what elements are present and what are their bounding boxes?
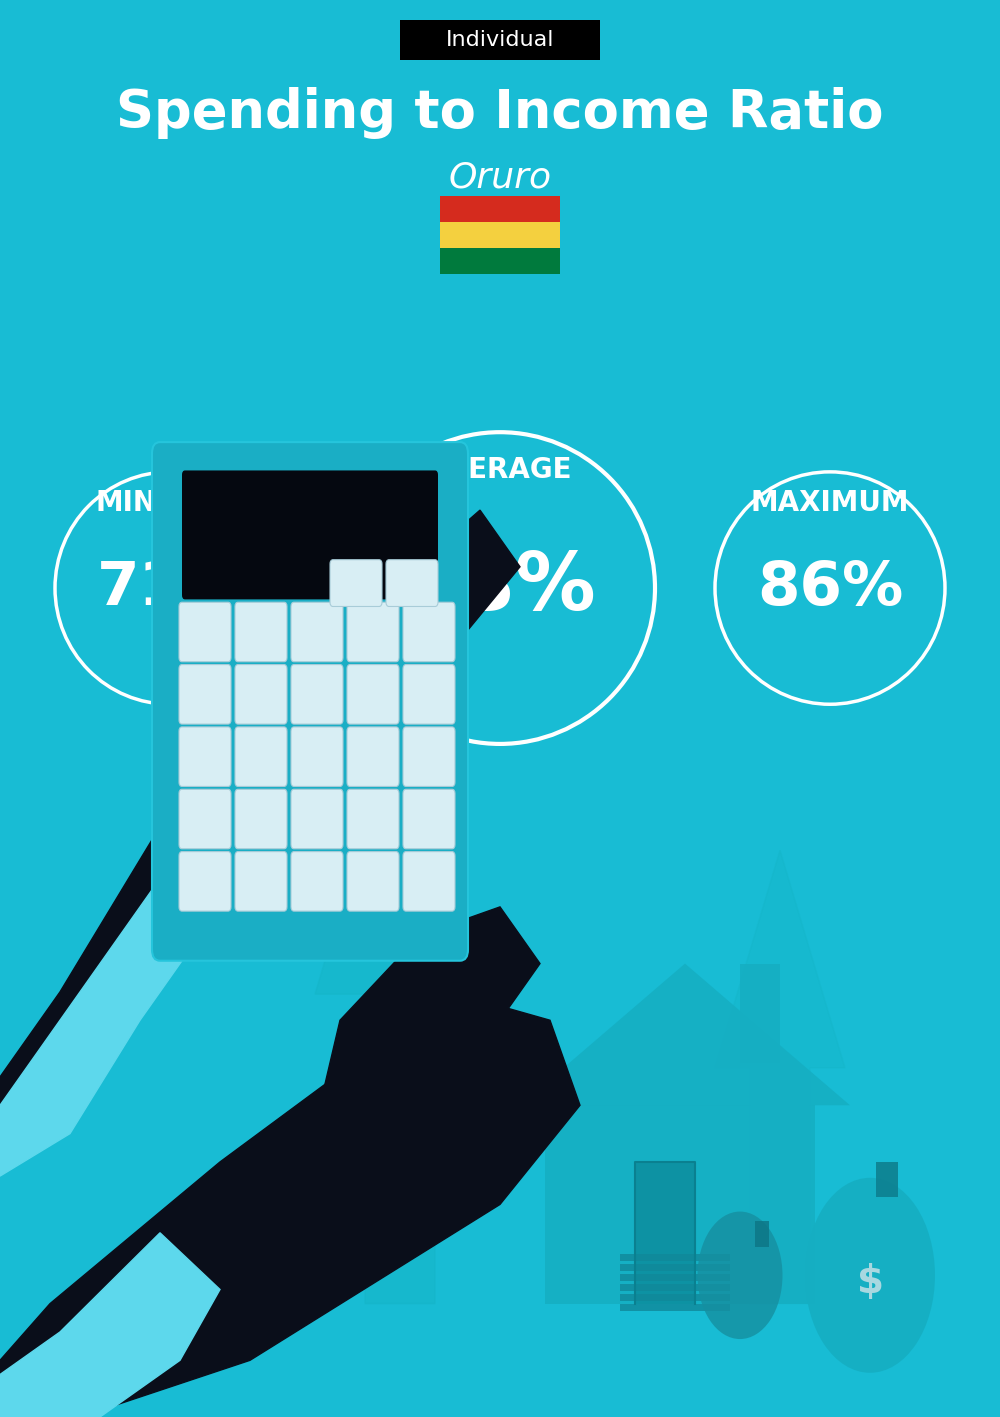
Polygon shape <box>315 708 485 1304</box>
FancyBboxPatch shape <box>620 1264 730 1271</box>
FancyBboxPatch shape <box>179 852 231 911</box>
Text: MAXIMUM: MAXIMUM <box>751 489 909 517</box>
FancyBboxPatch shape <box>182 470 438 599</box>
FancyBboxPatch shape <box>620 1254 730 1261</box>
Polygon shape <box>320 907 540 1105</box>
Polygon shape <box>0 1233 220 1417</box>
Text: Individual: Individual <box>446 30 554 50</box>
FancyBboxPatch shape <box>235 727 287 786</box>
FancyBboxPatch shape <box>876 1162 898 1197</box>
Polygon shape <box>635 1162 695 1304</box>
Text: AVERAGE: AVERAGE <box>428 456 572 485</box>
Polygon shape <box>0 992 580 1417</box>
Polygon shape <box>0 879 200 1176</box>
Ellipse shape <box>805 1178 935 1373</box>
FancyBboxPatch shape <box>291 665 343 724</box>
Text: MINIMUM: MINIMUM <box>96 489 244 517</box>
FancyBboxPatch shape <box>386 560 438 606</box>
FancyBboxPatch shape <box>291 727 343 786</box>
FancyBboxPatch shape <box>347 665 399 724</box>
FancyBboxPatch shape <box>620 1274 730 1281</box>
Polygon shape <box>715 850 845 1304</box>
Polygon shape <box>740 964 780 1063</box>
FancyBboxPatch shape <box>330 560 382 606</box>
FancyBboxPatch shape <box>152 442 468 961</box>
FancyBboxPatch shape <box>400 20 600 60</box>
FancyBboxPatch shape <box>179 602 231 662</box>
FancyBboxPatch shape <box>347 852 399 911</box>
FancyBboxPatch shape <box>403 789 455 849</box>
Ellipse shape <box>698 1212 782 1339</box>
FancyBboxPatch shape <box>440 222 560 248</box>
Text: Spending to Income Ratio: Spending to Income Ratio <box>116 88 884 139</box>
FancyBboxPatch shape <box>403 602 455 662</box>
FancyBboxPatch shape <box>235 789 287 849</box>
Text: 86%: 86% <box>757 558 903 618</box>
FancyBboxPatch shape <box>179 665 231 724</box>
FancyBboxPatch shape <box>347 727 399 786</box>
FancyBboxPatch shape <box>291 852 343 911</box>
FancyBboxPatch shape <box>291 789 343 849</box>
FancyBboxPatch shape <box>235 852 287 911</box>
Polygon shape <box>0 510 520 1162</box>
Polygon shape <box>520 964 850 1105</box>
FancyBboxPatch shape <box>179 727 231 786</box>
FancyBboxPatch shape <box>403 727 455 786</box>
FancyBboxPatch shape <box>403 852 455 911</box>
Text: Oruro: Oruro <box>448 160 552 194</box>
FancyBboxPatch shape <box>347 602 399 662</box>
FancyBboxPatch shape <box>620 1304 730 1311</box>
FancyBboxPatch shape <box>291 602 343 662</box>
FancyBboxPatch shape <box>440 248 560 273</box>
FancyBboxPatch shape <box>179 789 231 849</box>
FancyBboxPatch shape <box>347 789 399 849</box>
FancyBboxPatch shape <box>235 665 287 724</box>
FancyBboxPatch shape <box>403 665 455 724</box>
FancyBboxPatch shape <box>620 1284 730 1291</box>
FancyBboxPatch shape <box>755 1221 769 1247</box>
Text: $: $ <box>856 1264 884 1301</box>
Text: 78%: 78% <box>404 548 596 628</box>
Polygon shape <box>545 1105 815 1304</box>
FancyBboxPatch shape <box>440 196 560 222</box>
FancyBboxPatch shape <box>620 1294 730 1301</box>
FancyBboxPatch shape <box>235 602 287 662</box>
Text: 71%: 71% <box>97 558 243 618</box>
